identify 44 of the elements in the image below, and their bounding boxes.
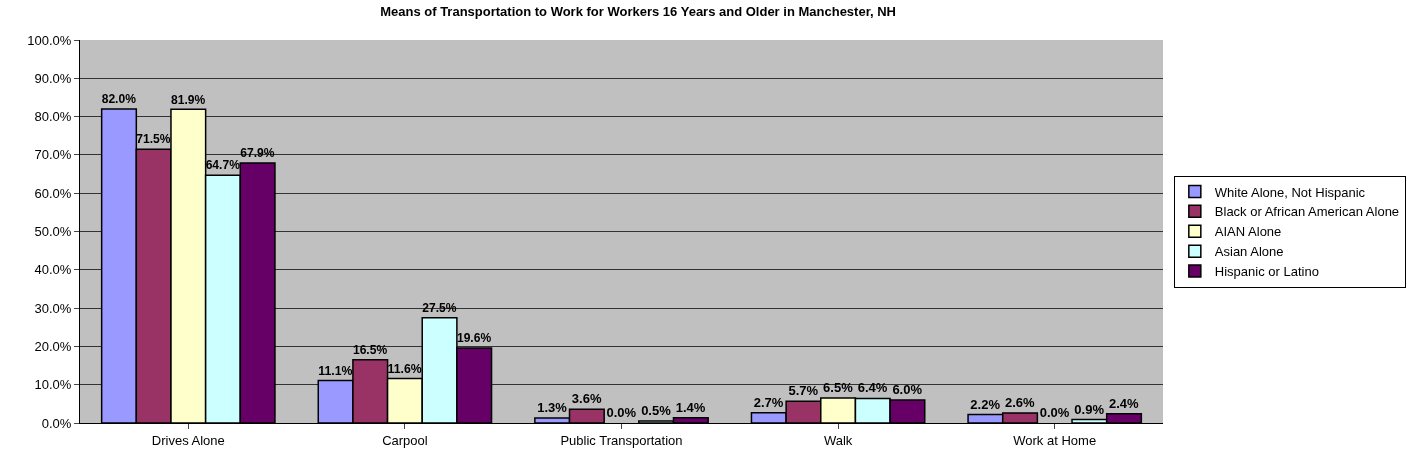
y-tick-label: 90.0% bbox=[34, 70, 72, 86]
y-tick-label: 10.0% bbox=[34, 377, 72, 393]
legend-label: Black or African American Alone bbox=[1214, 204, 1400, 220]
data-label: 11.6% bbox=[387, 361, 422, 376]
data-label: 6.0% bbox=[892, 382, 923, 398]
chart-title: Means of Transportation to Work for Workers 16 Years and Older in Manchester, NH bbox=[380, 4, 897, 20]
data-label: 1.4% bbox=[675, 399, 706, 415]
data-label: 2.7% bbox=[753, 394, 784, 410]
data-label: 11.1% bbox=[318, 363, 353, 378]
data-label: 6.4% bbox=[857, 380, 888, 396]
y-tick-label: 0.0% bbox=[41, 415, 72, 431]
data-label: 1.3% bbox=[537, 400, 568, 416]
data-label: 5.7% bbox=[788, 383, 819, 399]
data-label: 3.6% bbox=[571, 391, 602, 407]
y-tick-label: 80.0% bbox=[34, 109, 72, 125]
legend-label: Asian Alone bbox=[1214, 244, 1284, 260]
legend-label: White Alone, Not Hispanic bbox=[1214, 184, 1366, 200]
data-label: 0.0% bbox=[606, 405, 637, 420]
x-tick-label: Work at Home bbox=[1013, 432, 1097, 448]
data-label: 2.6% bbox=[1005, 395, 1036, 411]
x-tick-label: Public Transportation bbox=[560, 432, 683, 448]
y-tick-label: 60.0% bbox=[34, 185, 72, 201]
data-label: 6.5% bbox=[823, 380, 854, 396]
data-label: 64.7% bbox=[205, 158, 241, 173]
x-tick-label: Drives Alone bbox=[151, 432, 225, 448]
data-label: 2.4% bbox=[1108, 395, 1140, 411]
data-label: 2.2% bbox=[970, 396, 1001, 412]
legend-label: AIAN Alone bbox=[1214, 224, 1282, 240]
y-tick-label: 30.0% bbox=[34, 300, 72, 316]
data-label: 0.5% bbox=[641, 403, 672, 419]
data-label: 82.0% bbox=[101, 92, 137, 107]
data-label: 71.5% bbox=[136, 132, 171, 147]
y-tick-label: 50.0% bbox=[34, 224, 72, 240]
y-tick-label: 20.0% bbox=[34, 338, 72, 354]
data-label: 81.9% bbox=[171, 92, 206, 107]
data-label: 16.5% bbox=[352, 343, 388, 358]
data-label: 0.0% bbox=[1039, 405, 1070, 420]
legend-label: Hispanic or Latino bbox=[1214, 264, 1319, 280]
x-tick-label: Walk bbox=[823, 432, 853, 448]
data-label: 0.9% bbox=[1074, 401, 1105, 417]
y-tick-label: 100.0% bbox=[27, 32, 72, 48]
y-tick-label: 70.0% bbox=[34, 147, 72, 163]
x-tick-label: Carpool bbox=[382, 432, 428, 448]
y-tick-label: 40.0% bbox=[34, 262, 72, 278]
